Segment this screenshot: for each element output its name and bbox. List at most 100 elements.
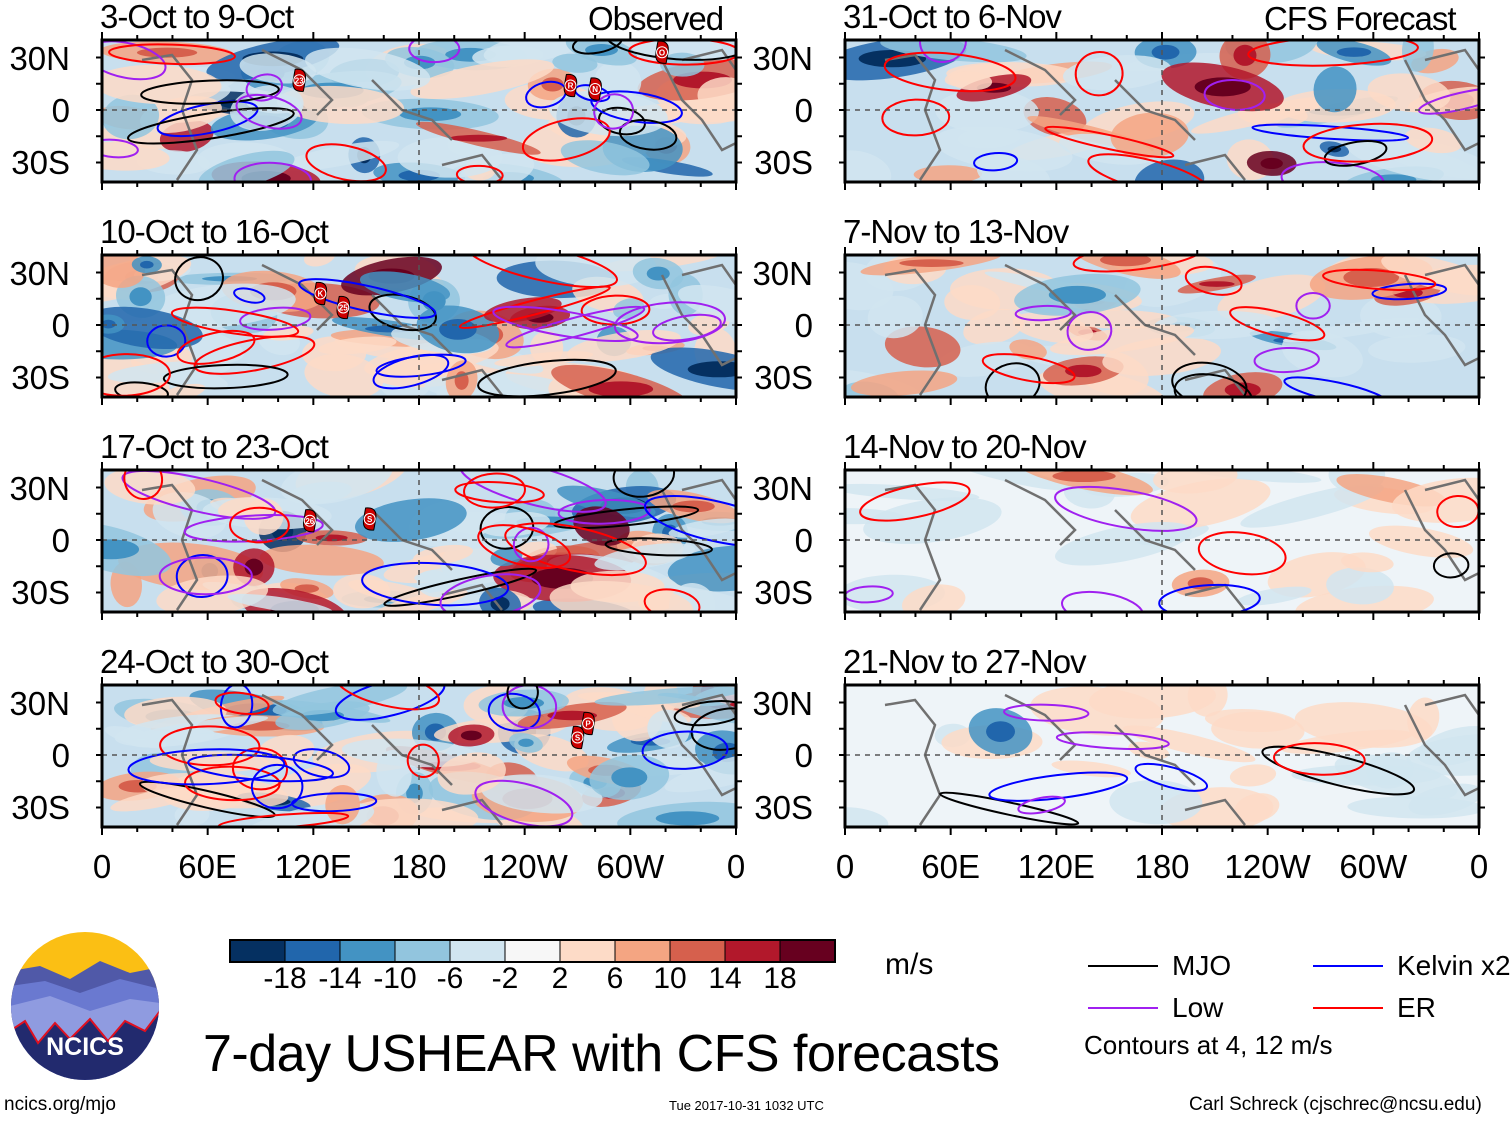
shear-anomaly-blob [664,748,736,793]
wave-contour [459,470,607,513]
y-tick-label: 30S [11,144,70,181]
storm-label: 26 [305,517,314,526]
colorbar-label: 14 [708,962,742,995]
colorbar-swatch [284,939,341,963]
wave-contour [193,335,316,375]
coastline [371,79,453,141]
shear-anomaly-core [1194,77,1251,97]
shear-anomaly-blob [304,353,384,397]
wave-contour [235,93,303,130]
shear-anomaly-blob [1368,525,1474,558]
panel-title: 17-Oct to 23-Oct [100,428,329,465]
wave-contour [1171,361,1248,397]
x-tick-label: 0 [92,848,112,885]
shear-anomaly-core [439,318,477,340]
coastline [1004,263,1077,331]
wave-contour [1074,51,1124,97]
y-tick-label: 30N [752,40,813,77]
legend-line-kelvin-x2 [1313,965,1383,967]
shear-anomaly-blob [935,89,1039,134]
coastline [141,483,199,611]
footer-timestamp: Tue 2017-10-31 1032 UTC [669,1098,824,1113]
shear-anomaly-blob [354,498,467,542]
coastline [1114,79,1196,141]
wave-contour [504,522,647,577]
panel-title: 24-Oct to 30-Oct [100,643,329,680]
shear-anomaly-blob [845,150,892,182]
coastline [884,268,942,396]
y-tick-label: 0 [794,307,813,344]
wave-contour [618,119,678,151]
shear-anomaly-blob [410,59,555,99]
footer-url[interactable]: ncics.org/mjo [4,1094,116,1115]
coastline [441,798,503,826]
shear-anomaly-blob [1281,330,1363,378]
shear-anomaly-blob [560,140,650,176]
wave-contour [1371,282,1448,301]
tropical-cyclone-icon: 26 [303,509,317,533]
wave-contour [571,40,623,55]
wave-contour [233,287,266,304]
coastline [1004,478,1077,546]
tropical-cyclone-icon: 25 [336,295,351,320]
wave-contour [557,498,651,525]
shear-anomaly-blob [677,284,736,326]
wave-contour [439,573,542,612]
shear-anomaly-blob [1326,567,1394,605]
shear-anomaly-core [399,107,462,122]
wave-contour [652,313,722,342]
shear-anomaly-blob [1347,140,1479,182]
wave-contour [492,305,639,343]
y-tick-label: 0 [794,737,813,774]
wave-contour [613,301,726,345]
shear-anomaly-core [986,721,1016,742]
map-panel-forecast [839,677,1485,835]
colorbar-swatch [449,939,506,963]
storm-label: 25 [339,304,348,313]
shear-anomaly-blob [1291,764,1441,786]
shear-anomaly-blob [697,77,736,114]
shear-anomaly-blob [613,298,645,319]
wave-contour [881,98,951,137]
tropical-cyclone-icon: R [563,73,578,98]
coastline [261,48,334,116]
shear-anomaly-blob [483,297,562,323]
shear-anomaly-blob [667,545,736,592]
wave-contour [102,138,139,159]
shear-anomaly-blob [594,686,736,706]
figure-title: 7-day USHEAR with CFS forecasts [203,1025,1000,1083]
shear-anomaly-blob [867,295,923,339]
wave-contour [477,524,572,569]
shear-anomaly-blob [259,544,384,576]
shear-anomaly-blob [957,126,1021,149]
shear-anomaly-core [518,738,534,747]
coastline [141,698,199,826]
shear-anomaly-core [541,77,564,92]
storm-label: N [592,85,598,94]
coastline [1403,704,1479,797]
shear-anomaly-blob [198,150,295,182]
shear-anomaly-core [129,287,152,307]
shear-anomaly-blob [1153,470,1238,494]
x-tick-label: 60E [178,848,238,885]
map-panel-forecast [839,462,1485,620]
shear-anomaly-blob [549,90,668,137]
wave-contour [1014,304,1072,322]
coastline [371,509,453,571]
wave-contour [183,514,324,543]
shear-anomaly-core [1336,47,1372,57]
wave-contour [984,362,1041,397]
wave-contour [604,537,713,557]
wave-contour [1158,583,1261,612]
shear-anomaly-core [1233,44,1257,66]
shear-anomaly-blob [305,47,431,91]
coastline [1424,263,1479,286]
wave-contour [1229,306,1326,342]
wave-contour [175,554,229,598]
wave-contour [1061,590,1144,612]
shear-anomaly-core [1100,255,1151,267]
wave-contour [1173,373,1254,397]
wave-contour [593,93,635,130]
wave-contour [465,255,618,289]
wave-contour [1247,40,1419,67]
